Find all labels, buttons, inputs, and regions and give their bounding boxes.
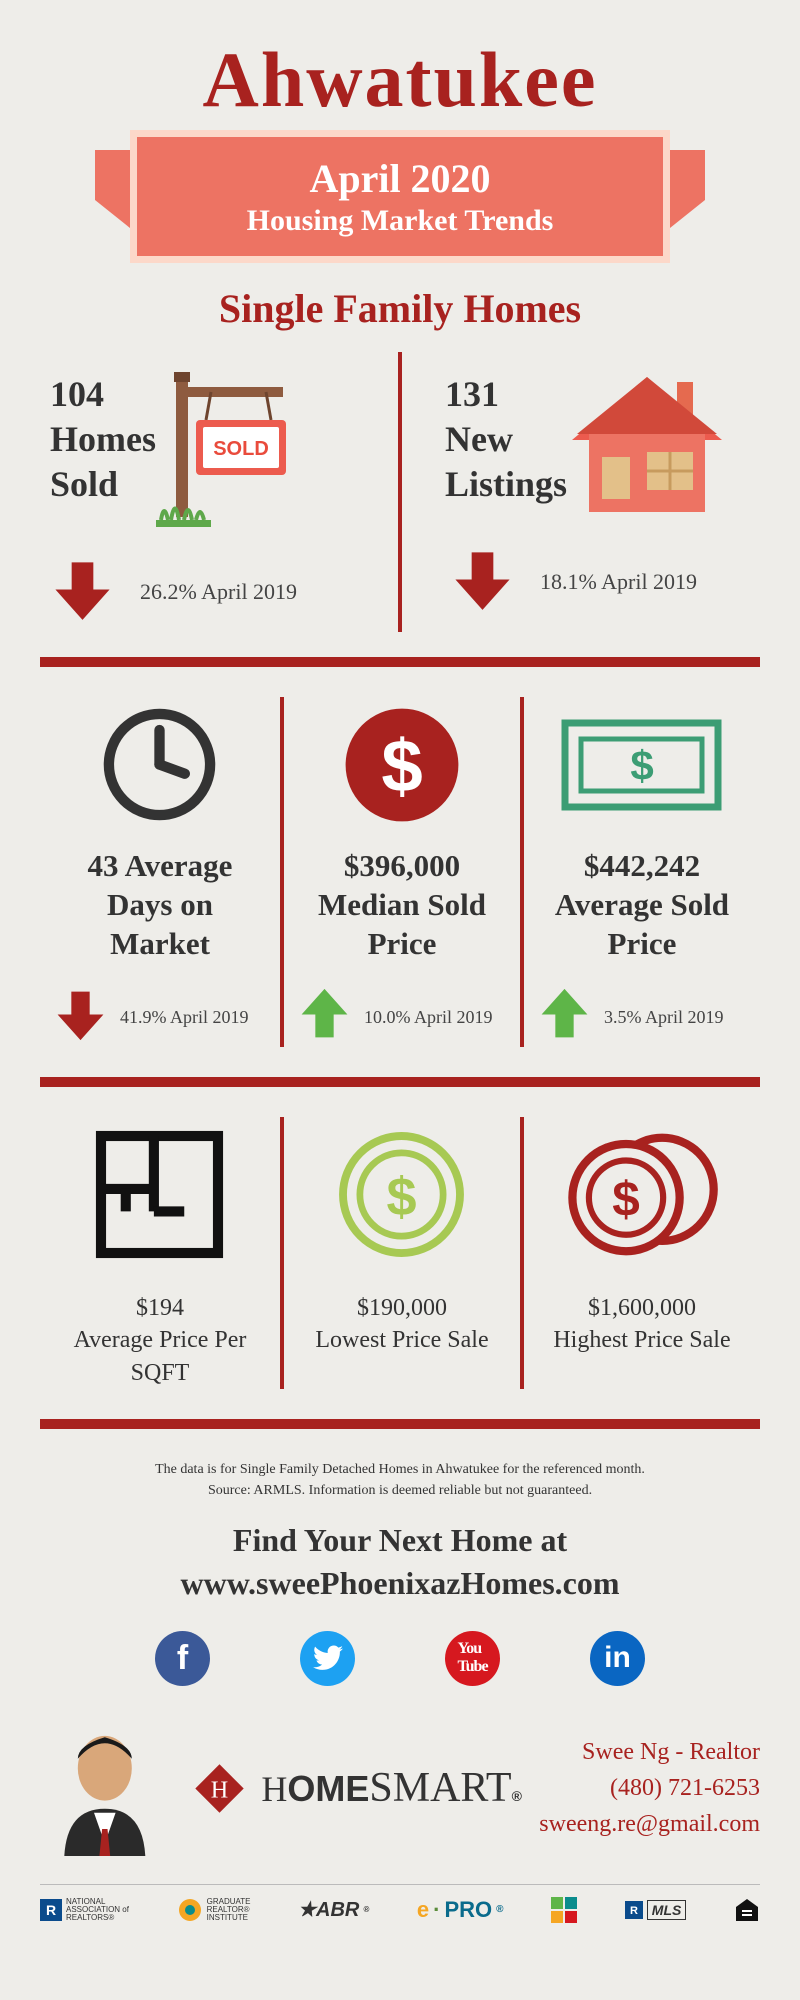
realtor-avatar	[40, 1721, 175, 1856]
svg-text:H: H	[211, 1776, 228, 1803]
svg-text:$: $	[613, 1172, 641, 1227]
svg-text:SOLD: SOLD	[213, 438, 269, 460]
svg-text:R: R	[630, 1905, 638, 1917]
row1: 104 Homes Sold SOLD	[40, 362, 760, 627]
contact-info: Swee Ng - Realtor (480) 721-6253 sweeng.…	[539, 1734, 760, 1842]
new-listings-change: 18.1% April 2019	[540, 569, 697, 595]
lowest-price-stat: $190,000 Lowest Price Sale	[292, 1292, 512, 1357]
banner-date: April 2020	[167, 155, 633, 202]
svg-text:R: R	[46, 1902, 56, 1918]
coins-stack-icon: $	[532, 1117, 752, 1272]
sold-sign-icon: SOLD	[156, 372, 311, 532]
cert-diversity	[551, 1897, 577, 1923]
svg-text:$: $	[387, 1167, 417, 1227]
horizontal-divider	[40, 1077, 760, 1087]
cert-gri: GRADUATEREALTOR®INSTITUTE	[177, 1897, 251, 1923]
row2: 43 Average Days on Market 41.9% April 20…	[40, 697, 760, 1047]
cert-mls: R MLS	[625, 1900, 687, 1920]
dollar-circle-icon: $	[292, 697, 512, 832]
coin-icon: $	[292, 1117, 512, 1272]
brand-logo-icon: H	[192, 1761, 247, 1816]
avg-price-change: 3.5% April 2019	[604, 1007, 724, 1028]
main-title: Ahwatukee	[40, 35, 760, 125]
brand: H HOMESMART®	[175, 1761, 539, 1816]
subtitle: Single Family Homes	[40, 285, 760, 332]
avg-days-stat: 43 Average Days on Market	[48, 847, 272, 967]
linkedin-icon[interactable]: in	[590, 1631, 645, 1686]
dollar-bill-icon: $	[532, 697, 752, 832]
arrow-up-icon	[297, 987, 352, 1047]
youtube-icon[interactable]: YouTube	[445, 1631, 500, 1686]
house-icon	[567, 372, 727, 522]
arrow-down-icon	[53, 987, 108, 1047]
arrow-up-icon	[537, 987, 592, 1047]
social-row: f YouTube in	[40, 1631, 760, 1686]
svg-text:$: $	[631, 742, 654, 789]
homes-sold-stat: 104 Homes Sold	[50, 372, 156, 507]
row3: $194 Average Price Per SQFT $ $190,000 L…	[40, 1117, 760, 1389]
horizontal-divider	[40, 657, 760, 667]
cert-abr: ★ABR®	[298, 1897, 369, 1922]
twitter-icon[interactable]	[300, 1631, 355, 1686]
highest-price-stat: $1,600,000 Highest Price Sale	[532, 1292, 752, 1357]
avg-days-change: 41.9% April 2019	[120, 1007, 249, 1028]
certifications-row: R NATIONALASSOCIATION ofREALTORS® GRADUA…	[40, 1884, 760, 1923]
brand-name: HOMESMART®	[261, 1764, 522, 1812]
cert-epro: e·PRO®	[417, 1897, 504, 1923]
cert-nar: R NATIONALASSOCIATION ofREALTORS®	[40, 1898, 129, 1922]
median-price-change: 10.0% April 2019	[364, 1007, 493, 1028]
facebook-icon[interactable]: f	[155, 1631, 210, 1686]
price-sqft-stat: $194 Average Price Per SQFT	[48, 1292, 272, 1389]
floorplan-icon	[48, 1117, 272, 1272]
fine-print: The data is for Single Family Detached H…	[40, 1459, 760, 1501]
svg-text:$: $	[381, 724, 422, 807]
header-banner: April 2020 Housing Market Trends	[40, 130, 760, 263]
homes-sold-change: 26.2% April 2019	[140, 579, 297, 605]
banner-subtitle: Housing Market Trends	[167, 204, 633, 238]
arrow-down-icon	[450, 547, 515, 617]
clock-icon	[48, 697, 272, 832]
find-home-cta: Find Your Next Home at www.sweePhoenixaz…	[40, 1519, 760, 1605]
avg-price-stat: $442,242 Average Sold Price	[532, 847, 752, 967]
horizontal-divider	[40, 1419, 760, 1429]
arrow-down-icon	[50, 557, 115, 627]
cert-equal-housing	[734, 1897, 760, 1923]
new-listings-stat: 131 New Listings	[445, 372, 567, 507]
median-price-stat: $396,000 Median Sold Price	[292, 847, 512, 967]
contact-row: H HOMESMART® Swee Ng - Realtor (480) 721…	[40, 1721, 760, 1856]
